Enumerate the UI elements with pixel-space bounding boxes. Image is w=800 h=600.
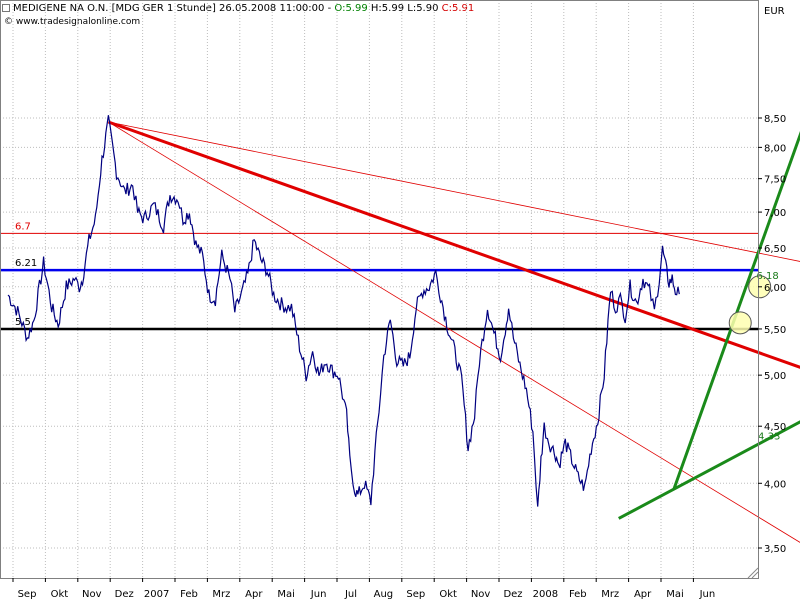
x-tick-label: Dez: [503, 589, 522, 600]
grid: [0, 0, 758, 578]
y-tick-label: 6,00: [764, 283, 786, 294]
level-label-resistance: 6.7: [15, 221, 31, 232]
resize-grip-icon[interactable]: [747, 567, 759, 579]
x-tick-label: Feb: [569, 589, 587, 600]
x-tick-label: Okt: [439, 589, 457, 600]
y-tick-label: 6,50: [764, 244, 786, 255]
x-tick-label: Nov: [471, 589, 491, 600]
y-tick-label: 5,50: [764, 325, 786, 336]
x-tick-label: Jun: [310, 589, 327, 600]
y-tick-label: 8,00: [764, 143, 786, 154]
x-tick-label: Jul: [344, 589, 357, 600]
x-tick-label: Apr: [634, 589, 652, 600]
price-line: [7, 115, 680, 507]
level-label-support: 6.21: [15, 258, 37, 269]
y-tick-label: 4,00: [764, 479, 786, 490]
low-value: L:5.90: [407, 3, 439, 14]
label-6-18: 6.18: [756, 271, 778, 282]
trendline-steep-uptrend: [672, 130, 800, 490]
x-tick-label: Feb: [180, 589, 198, 600]
price-series: [7, 115, 680, 507]
trendline-upper-thin-downtrend: [108, 121, 800, 262]
trendlines: [107, 120, 800, 543]
x-tick-label: Jun: [699, 589, 716, 600]
x-tick-label: Dez: [115, 589, 134, 600]
x-tick-label: Mai: [277, 589, 295, 600]
x-tick-label: 2008: [533, 589, 558, 600]
x-tick-label: Nov: [82, 589, 102, 600]
y-tick-label: 7,50: [764, 175, 786, 186]
y-tick-label: 7,00: [764, 208, 786, 219]
trendline-main-downtrend: [107, 120, 800, 369]
x-tick-label: Okt: [51, 589, 69, 600]
horizontal-levels: 6.76.215.5: [0, 221, 758, 331]
chart-header: MEDIGENE NA O.N. [MDG GER 1 Stunde] 26.0…: [2, 3, 474, 15]
x-tick-label: Sep: [406, 589, 425, 600]
y-tick-label: 4,50: [764, 422, 786, 433]
x-tick-label: 2007: [144, 589, 169, 600]
x-tick-label: Sep: [18, 589, 37, 600]
x-tick-label: Aug: [374, 589, 394, 600]
high-value: H:5.99: [370, 3, 405, 14]
open-value: O:5.99: [334, 3, 368, 14]
plot-frame: [0, 0, 759, 579]
trendline-lower-thin-downtrend: [108, 121, 800, 543]
y-unit-label: EUR: [764, 6, 785, 17]
trendline-shallow-uptrend: [618, 420, 800, 520]
y-axis-ticks: 8,50 8,00 7,50 7,00 6,50 6,00 5,50 5,00 4,50 4,00…: [758, 114, 786, 555]
x-axis-ticks: Sep Okt Nov Dez 2007 Feb Mrz Apr Mai Jun Jul Aug Sep…: [12, 578, 716, 600]
close-value: C:5.91: [441, 3, 475, 14]
x-tick-label: Mai: [666, 589, 684, 600]
circle-lower: [728, 311, 752, 335]
x-tick-label: Apr: [245, 589, 263, 600]
symbol-info: MEDIGENE NA O.N. [MDG GER 1 Stunde] 26.0…: [13, 3, 332, 14]
x-tick-label: Mrz: [212, 589, 230, 600]
y-tick-label: 5,00: [764, 371, 786, 382]
y-tick-label: 8,50: [764, 114, 786, 125]
y-tick-label: 3,50: [764, 544, 786, 555]
x-tick-label: Mrz: [601, 589, 619, 600]
source-credit: © www.tradesignalonline.com: [4, 17, 141, 27]
collapse-box-icon[interactable]: [2, 4, 10, 12]
label-4-33: 4.33: [758, 431, 780, 442]
